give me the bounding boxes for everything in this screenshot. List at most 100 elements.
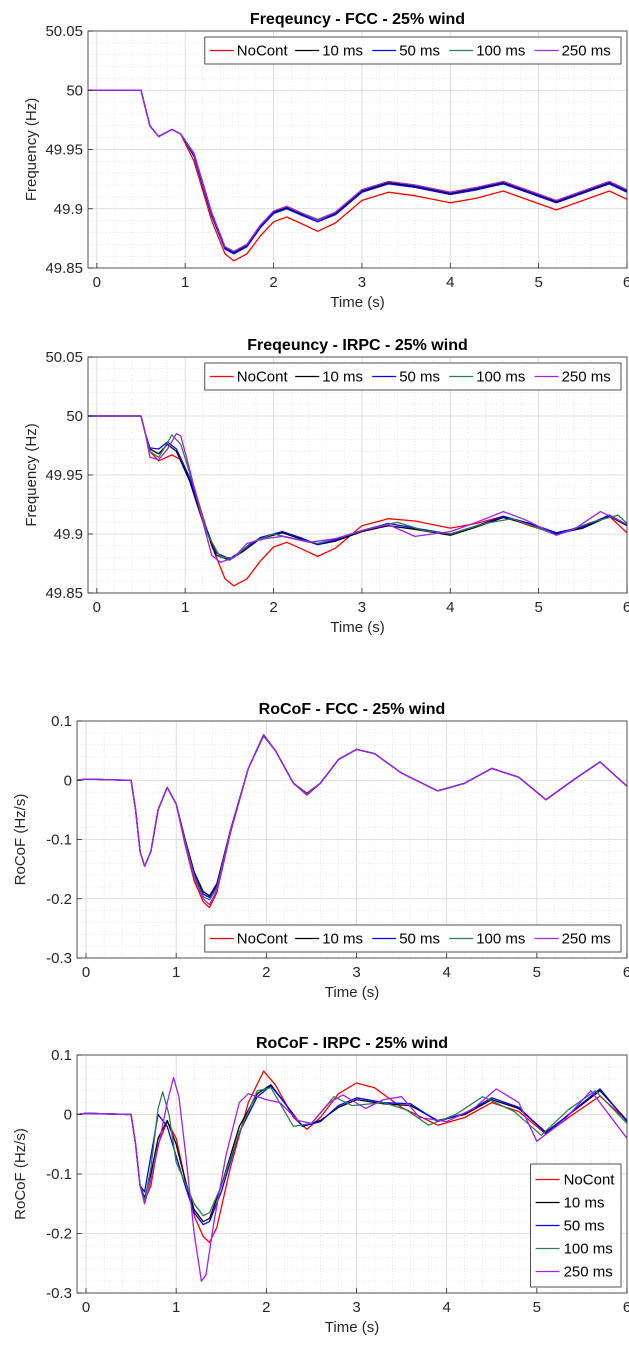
legend-label: NoCont [237,369,289,386]
y-tick-label: 0.1 [51,713,72,730]
y-tick-label: 50 [66,82,83,99]
legend-label: NoCont [564,1172,616,1189]
y-axis-label: RoCoF (Hz/s) [12,1128,29,1220]
legend-label: 10 ms [564,1195,605,1212]
x-tick-label: 0 [93,274,101,291]
chart-title: Freqeuncy - IRPC - 25% wind [247,337,467,354]
x-tick-label: 3 [352,964,360,981]
x-tick-label: 1 [181,599,189,616]
legend: NoCont 10 ms 50 ms 100 ms 250 ms [204,362,622,391]
y-tick-label: 0 [64,772,72,789]
x-axis-label: Time (s) [325,984,379,1001]
x-tick-label: 3 [352,1299,360,1316]
chart-1: 0 1 2 3 4 5 6 49.85 49.9 49.95 50 50.05 Freqeuncy - … [23,11,629,311]
y-axis-label: Frequency (Hz) [23,98,40,201]
x-tick-label: 5 [534,274,542,291]
legend-label: 50 ms [399,369,440,386]
x-tick-label: 6 [623,964,629,981]
series-line-100-ms [77,1087,627,1217]
y-tick-label: 50.05 [45,23,83,40]
legend-label: 50 ms [399,931,440,948]
series-group [77,733,627,909]
chart-2: 0 1 2 3 4 5 6 49.85 49.9 49.95 50 50.05 Freqeuncy - … [23,337,629,636]
y-tick-label: 50.05 [45,349,83,366]
legend-label: 250 ms [562,43,611,60]
y-tick-label: -0.1 [46,1166,72,1183]
y-tick-label: 49.85 [45,260,83,277]
x-tick-label: 3 [358,599,366,616]
y-tick-label: -0.3 [46,1285,72,1302]
series-group [77,1070,627,1282]
x-tick-label: 1 [181,274,189,291]
legend-label: 250 ms [562,931,611,948]
x-tick-label: 3 [358,274,366,291]
legend: NoCont 10 ms 50 ms 100 ms 250 ms [530,1163,622,1288]
y-tick-label: 0 [64,1107,72,1124]
x-tick-label: 1 [172,1299,180,1316]
y-tick-label: 49.85 [45,585,83,602]
series-group [88,415,627,587]
y-tick-label: 50 [66,408,83,425]
y-tick-label: -0.1 [46,832,72,849]
legend-label: 50 ms [564,1218,605,1235]
legend-label: 100 ms [476,369,525,386]
x-tick-label: 5 [533,1299,541,1316]
x-tick-label: 0 [93,599,101,616]
x-tick-label: 4 [443,1299,451,1316]
x-tick-label: 0 [82,964,90,981]
x-tick-label: 6 [623,274,629,291]
legend-label: NoCont [237,43,289,60]
x-tick-label: 2 [262,964,270,981]
y-axis-label: RoCoF (Hz/s) [12,794,29,886]
y-tick-label: -0.2 [46,1226,72,1243]
x-tick-label: 5 [534,599,542,616]
y-tick-label: 49.95 [45,467,83,484]
series-group [88,89,627,262]
y-axis-label: Frequency (Hz) [23,423,40,526]
chart-3: 0 1 2 3 4 5 6 -0.3 -0.2 -0.1 0 0.1 RoCoF - FCC - 25%… [12,701,629,1001]
y-tick-label: -0.2 [46,891,72,908]
series-line-250-ms [88,89,627,253]
x-tick-label: 6 [623,1299,629,1316]
x-tick-label: 1 [172,964,180,981]
chart-4: 0 1 2 3 4 5 6 -0.3 -0.2 -0.1 0 0.1 RoCoF - IRPC - 25… [12,1035,629,1336]
y-tick-label: 49.9 [54,526,83,543]
x-axis-label: Time (s) [330,294,384,311]
x-tick-label: 2 [269,274,277,291]
legend-label: 10 ms [322,931,363,948]
major-grid [88,357,627,593]
legend: NoCont 10 ms 50 ms 100 ms 250 ms [204,924,622,953]
y-tick-label: 0.1 [51,1047,72,1064]
legend-label: 100 ms [476,931,525,948]
chart-title: RoCoF - IRPC - 25% wind [256,1035,448,1052]
series-line-250-ms [77,733,627,906]
x-tick-label: 4 [446,599,454,616]
y-tick-label: 49.9 [54,201,83,218]
x-tick-label: 6 [623,599,629,616]
legend-label: 10 ms [322,43,363,60]
legend-label: 10 ms [322,369,363,386]
x-tick-label: 2 [262,1299,270,1316]
x-tick-label: 4 [443,964,451,981]
series-line-250-ms [77,1076,627,1282]
chart-title: RoCoF - FCC - 25% wind [259,701,446,718]
minor-grid [77,721,627,958]
legend-label: NoCont [237,931,289,948]
x-tick-label: 2 [269,599,277,616]
legend-label: 250 ms [562,369,611,386]
x-axis-label: Time (s) [330,619,384,636]
chart-title: Freqeuncy - FCC - 25% wind [250,11,465,28]
minor-grid [88,31,627,268]
x-tick-label: 0 [82,1299,90,1316]
legend-label: 50 ms [399,43,440,60]
legend-label: 100 ms [564,1241,613,1258]
x-axis-label: Time (s) [325,1319,379,1336]
y-tick-label: -0.3 [46,950,72,967]
major-grid [88,31,627,268]
series-line-250-ms [88,415,627,563]
y-tick-label: 49.95 [45,142,83,159]
x-tick-label: 4 [446,274,454,291]
legend: NoCont 10 ms 50 ms 100 ms 250 ms [204,36,622,65]
major-grid [77,721,627,958]
